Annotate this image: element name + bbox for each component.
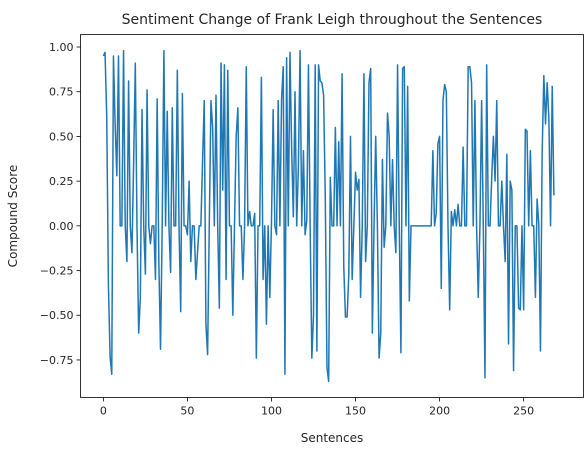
y-tick-label: 0.25	[49, 175, 74, 188]
x-tick-label: 0	[100, 405, 107, 418]
y-tick-label: −0.75	[40, 354, 74, 367]
x-axis-label: Sentences	[301, 431, 364, 445]
x-tick-label: 150	[345, 405, 366, 418]
x-tick-label: 50	[180, 405, 194, 418]
x-axis-ticks: 0 50 100 150 200 250	[100, 397, 534, 418]
y-axis-ticks: −0.75 −0.50 −0.25 0.00 0.25 0.50 0.75 1.00	[40, 41, 81, 367]
y-tick-label: 0.75	[49, 86, 74, 99]
y-axis-label: Compound Score	[6, 165, 20, 268]
y-tick-label: −0.50	[40, 309, 74, 322]
chart-title: Sentiment Change of Frank Leigh througho…	[122, 12, 543, 28]
y-tick-label: 1.00	[49, 41, 74, 54]
x-tick-label: 100	[261, 405, 282, 418]
plot-frame	[80, 34, 584, 398]
y-tick-label: 0.50	[49, 130, 74, 143]
plot-area	[102, 49, 555, 383]
y-tick-label: 0.00	[49, 220, 74, 233]
y-tick-label: −0.25	[40, 265, 74, 278]
x-tick-label: 200	[429, 405, 450, 418]
series-line-0	[102, 49, 555, 383]
x-tick-label: 250	[513, 405, 534, 418]
